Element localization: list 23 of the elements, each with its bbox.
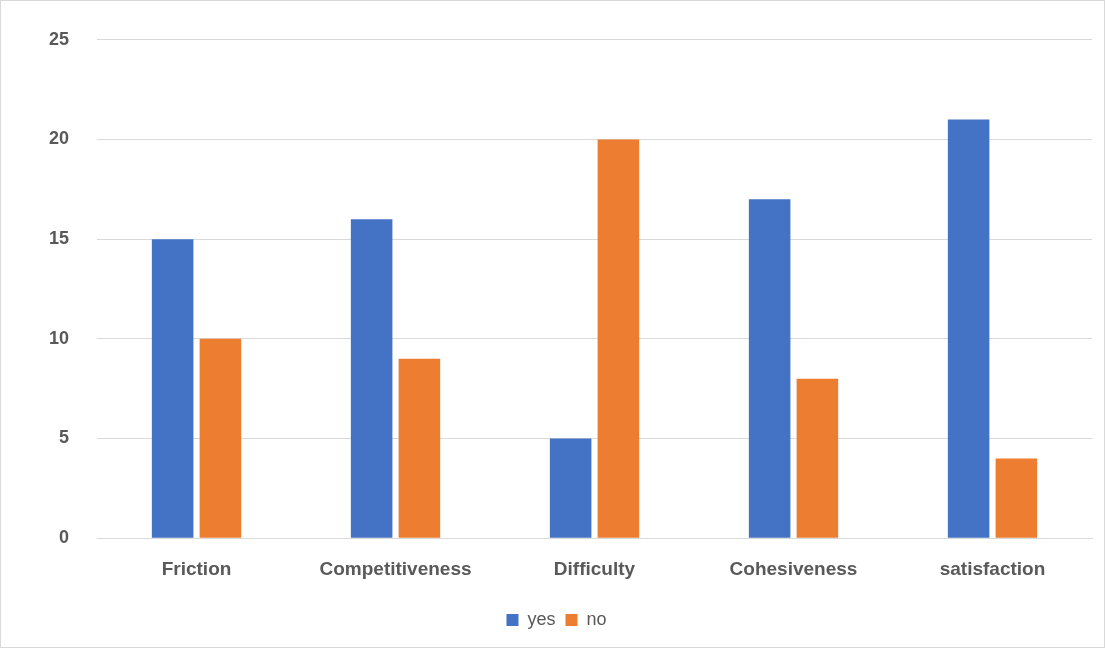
y-tick-label: 25 [48,28,70,49]
bar [748,199,791,538]
x-tick-label: Cohesiveness [729,557,858,579]
y-tick-label: 5 [59,427,70,448]
bar [995,458,1038,538]
bar [796,378,839,538]
y-tick-label: 15 [48,228,70,249]
x-tick-label: Difficulty [553,557,636,579]
y-tick-label: 0 [59,527,70,548]
x-tick-label: Competitiveness [319,557,472,579]
x-tick-label: satisfaction [939,557,1046,579]
y-tick-label: 20 [48,128,70,149]
bar [947,119,990,538]
bar [151,239,194,538]
bar [350,219,393,538]
x-tick-label: Friction [161,557,232,579]
bar [549,438,592,538]
legend-label: no [586,608,607,629]
bar [199,338,242,538]
bar [398,358,441,538]
bar [597,139,640,538]
legend-label: yes [527,608,556,629]
y-tick-label: 10 [48,327,70,348]
